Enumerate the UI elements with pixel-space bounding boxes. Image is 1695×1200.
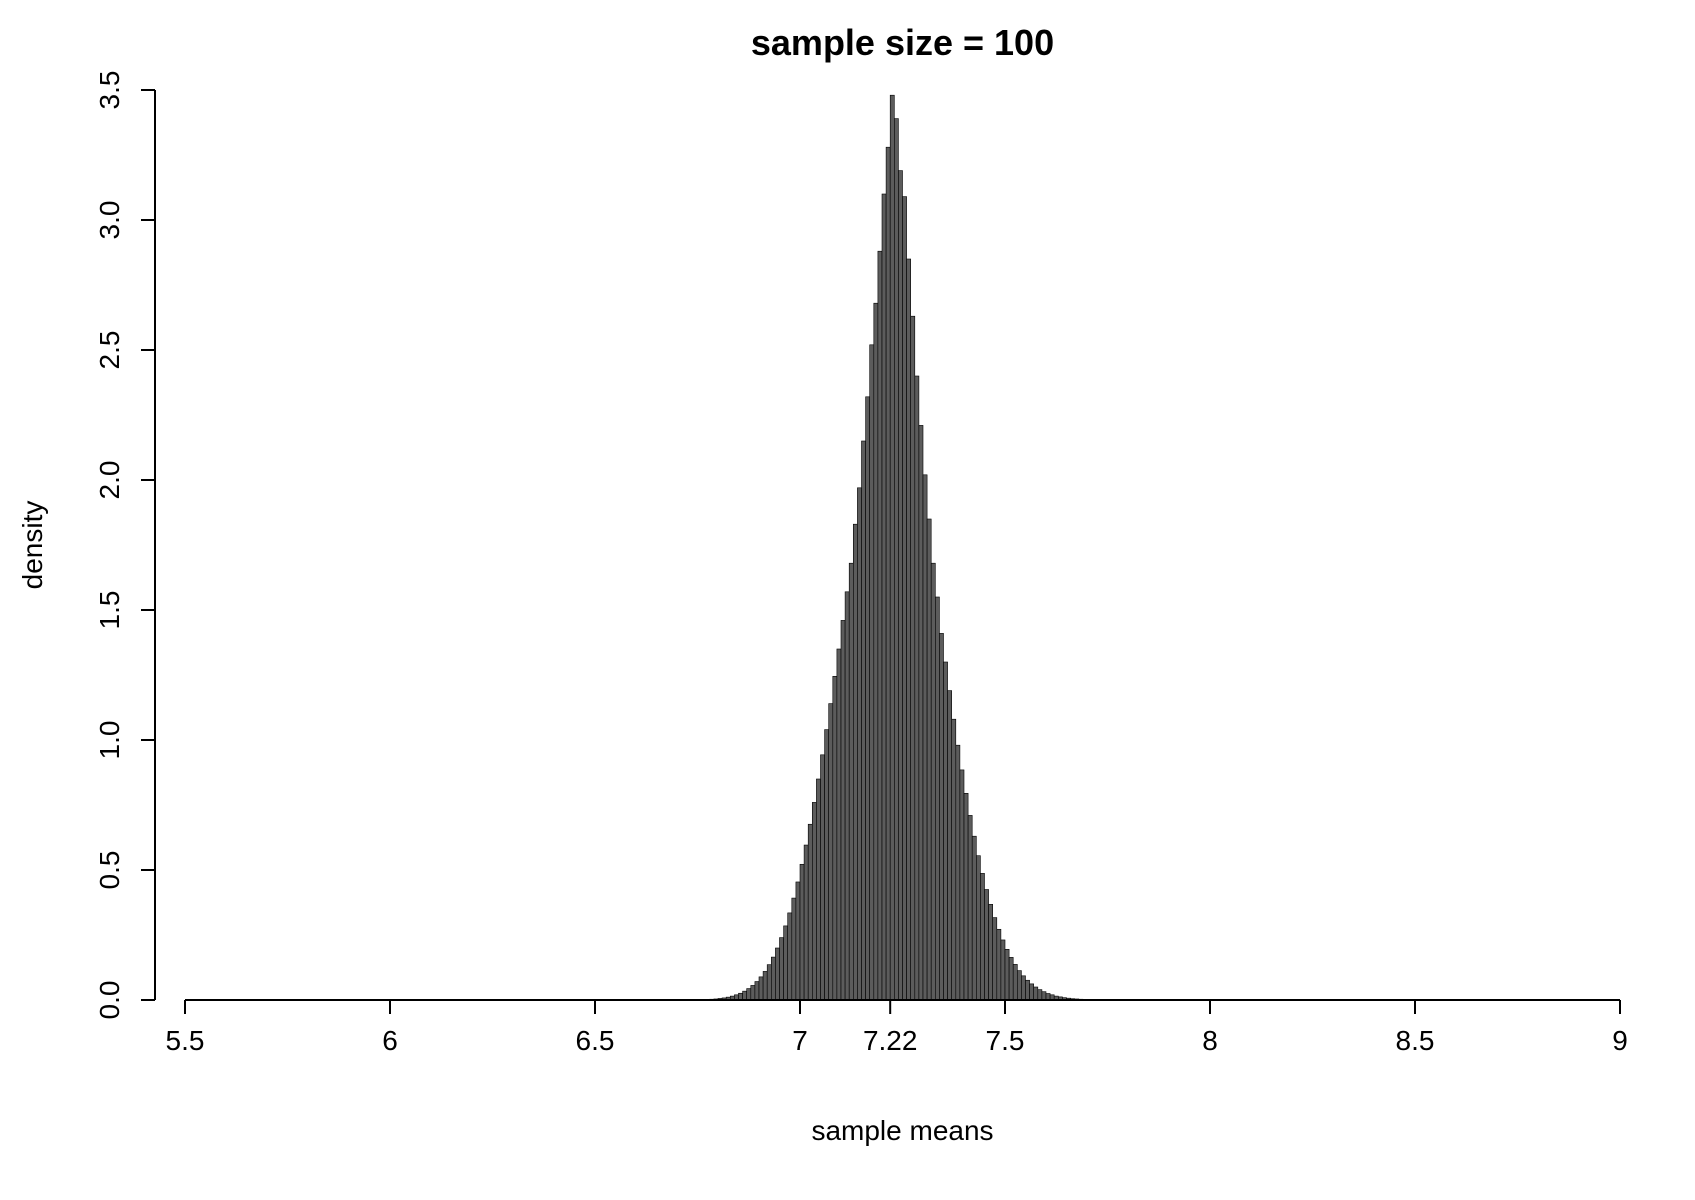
histogram-bar <box>816 779 820 1000</box>
histogram-bar <box>976 856 980 1000</box>
histogram-bar <box>874 303 878 1000</box>
histogram-bar <box>829 704 833 1000</box>
chart-title: sample size = 100 <box>751 22 1054 63</box>
x-tick-label: 9 <box>1612 1025 1628 1056</box>
histogram-bar <box>1026 980 1030 1000</box>
x-axis-label: sample means <box>811 1115 993 1146</box>
histogram-bar <box>739 993 743 1000</box>
histogram-bar <box>780 938 784 1000</box>
histogram-bar <box>972 836 976 1000</box>
histogram-bar <box>1013 964 1017 1000</box>
histogram-bar <box>1038 990 1042 1000</box>
y-tick-label: 2.0 <box>94 461 125 500</box>
histogram-bar <box>1042 992 1046 1000</box>
histogram-bar <box>1030 984 1034 1000</box>
histogram-bar <box>775 948 779 1000</box>
histogram-bar <box>759 977 763 1000</box>
histogram-bar <box>997 929 1001 1000</box>
histogram-bar <box>837 649 841 1000</box>
histogram-bar <box>956 745 960 1000</box>
x-tick-label: 6 <box>382 1025 398 1056</box>
histogram-bar <box>1034 987 1038 1000</box>
histogram-bar <box>890 95 894 1000</box>
histogram-bar <box>886 147 890 1000</box>
histogram-bar <box>898 171 902 1000</box>
histogram-bar <box>841 620 845 1000</box>
histogram-bar <box>808 824 812 1000</box>
histogram-bar <box>796 882 800 1000</box>
y-tick-label: 0.5 <box>94 851 125 890</box>
histogram-bar <box>800 864 804 1000</box>
histogram-bar <box>903 197 907 1000</box>
histogram-bar <box>985 890 989 1001</box>
histogram-bar <box>911 316 915 1000</box>
histogram-bar <box>1001 940 1005 1000</box>
histogram-bar <box>747 989 751 1000</box>
histogram-chart: sample size = 100 0.0 0.5 1.0 1.5 2.0 2.5 3.0 3.… <box>0 0 1695 1200</box>
histogram-bar <box>763 971 767 1000</box>
histogram-bar <box>755 982 759 1000</box>
histogram-bar <box>1009 957 1013 1000</box>
histogram-bar <box>931 563 935 1000</box>
histogram-bar <box>923 475 927 1000</box>
x-tick-label: 7.5 <box>986 1025 1025 1056</box>
histogram-bar <box>857 488 861 1000</box>
histogram-bar <box>927 519 931 1000</box>
y-tick-label: 1.0 <box>94 721 125 760</box>
histogram-bar <box>989 904 993 1000</box>
histogram-bar <box>968 815 972 1000</box>
histogram-bar <box>944 662 948 1000</box>
histogram-bar <box>960 770 964 1000</box>
histogram-bar <box>894 119 898 1000</box>
histogram-bar <box>919 425 923 1000</box>
histogram-bar <box>849 563 853 1000</box>
y-tick-label: 3.0 <box>94 201 125 240</box>
histogram-bar <box>788 913 792 1000</box>
x-tick-label: 8 <box>1202 1025 1218 1056</box>
y-axis-label: density <box>17 501 48 590</box>
histogram-bar <box>980 873 984 1000</box>
x-tick-label: 5.5 <box>166 1025 205 1056</box>
histogram-bar <box>825 730 829 1000</box>
y-tick-label: 1.5 <box>94 591 125 630</box>
histogram-bar <box>821 755 825 1000</box>
histogram-bar <box>866 397 870 1000</box>
histogram-bar <box>948 691 952 1000</box>
histogram-bar <box>812 802 816 1000</box>
histogram-bar <box>870 345 874 1000</box>
histogram-bar <box>939 633 943 1000</box>
histogram-bar <box>1017 971 1021 1000</box>
x-tick-label: 7 <box>792 1025 808 1056</box>
x-tick-label: 8.5 <box>1396 1025 1435 1056</box>
histogram-bar <box>1005 949 1009 1000</box>
histogram-bar <box>993 918 997 1000</box>
histogram-bar <box>784 926 788 1000</box>
histogram-bar <box>767 965 771 1000</box>
histogram-bar <box>833 676 837 1000</box>
histogram-bar <box>804 845 808 1000</box>
histogram-bar <box>907 259 911 1000</box>
histogram-bar <box>743 991 747 1000</box>
histogram-bar <box>878 251 882 1000</box>
histogram-bar <box>862 441 866 1000</box>
histogram-bar <box>792 898 796 1000</box>
y-tick-label: 0.0 <box>94 981 125 1020</box>
histogram-bar <box>751 985 755 1000</box>
histogram-bar <box>952 719 956 1000</box>
histogram-bar <box>935 597 939 1000</box>
y-tick-label: 2.5 <box>94 331 125 370</box>
x-tick-label: 7.22 <box>863 1025 918 1056</box>
histogram-bar <box>853 524 857 1000</box>
histogram-bar <box>915 376 919 1000</box>
chart-svg: sample size = 100 0.0 0.5 1.0 1.5 2.0 2.5 3.0 3.… <box>0 0 1695 1200</box>
histogram-bar <box>882 194 886 1000</box>
histogram-bar <box>845 592 849 1000</box>
histogram-bar <box>1021 976 1025 1000</box>
histogram-bar <box>964 793 968 1000</box>
x-tick-label: 6.5 <box>576 1025 615 1056</box>
histogram-bar <box>771 957 775 1000</box>
y-tick-label: 3.5 <box>94 71 125 110</box>
